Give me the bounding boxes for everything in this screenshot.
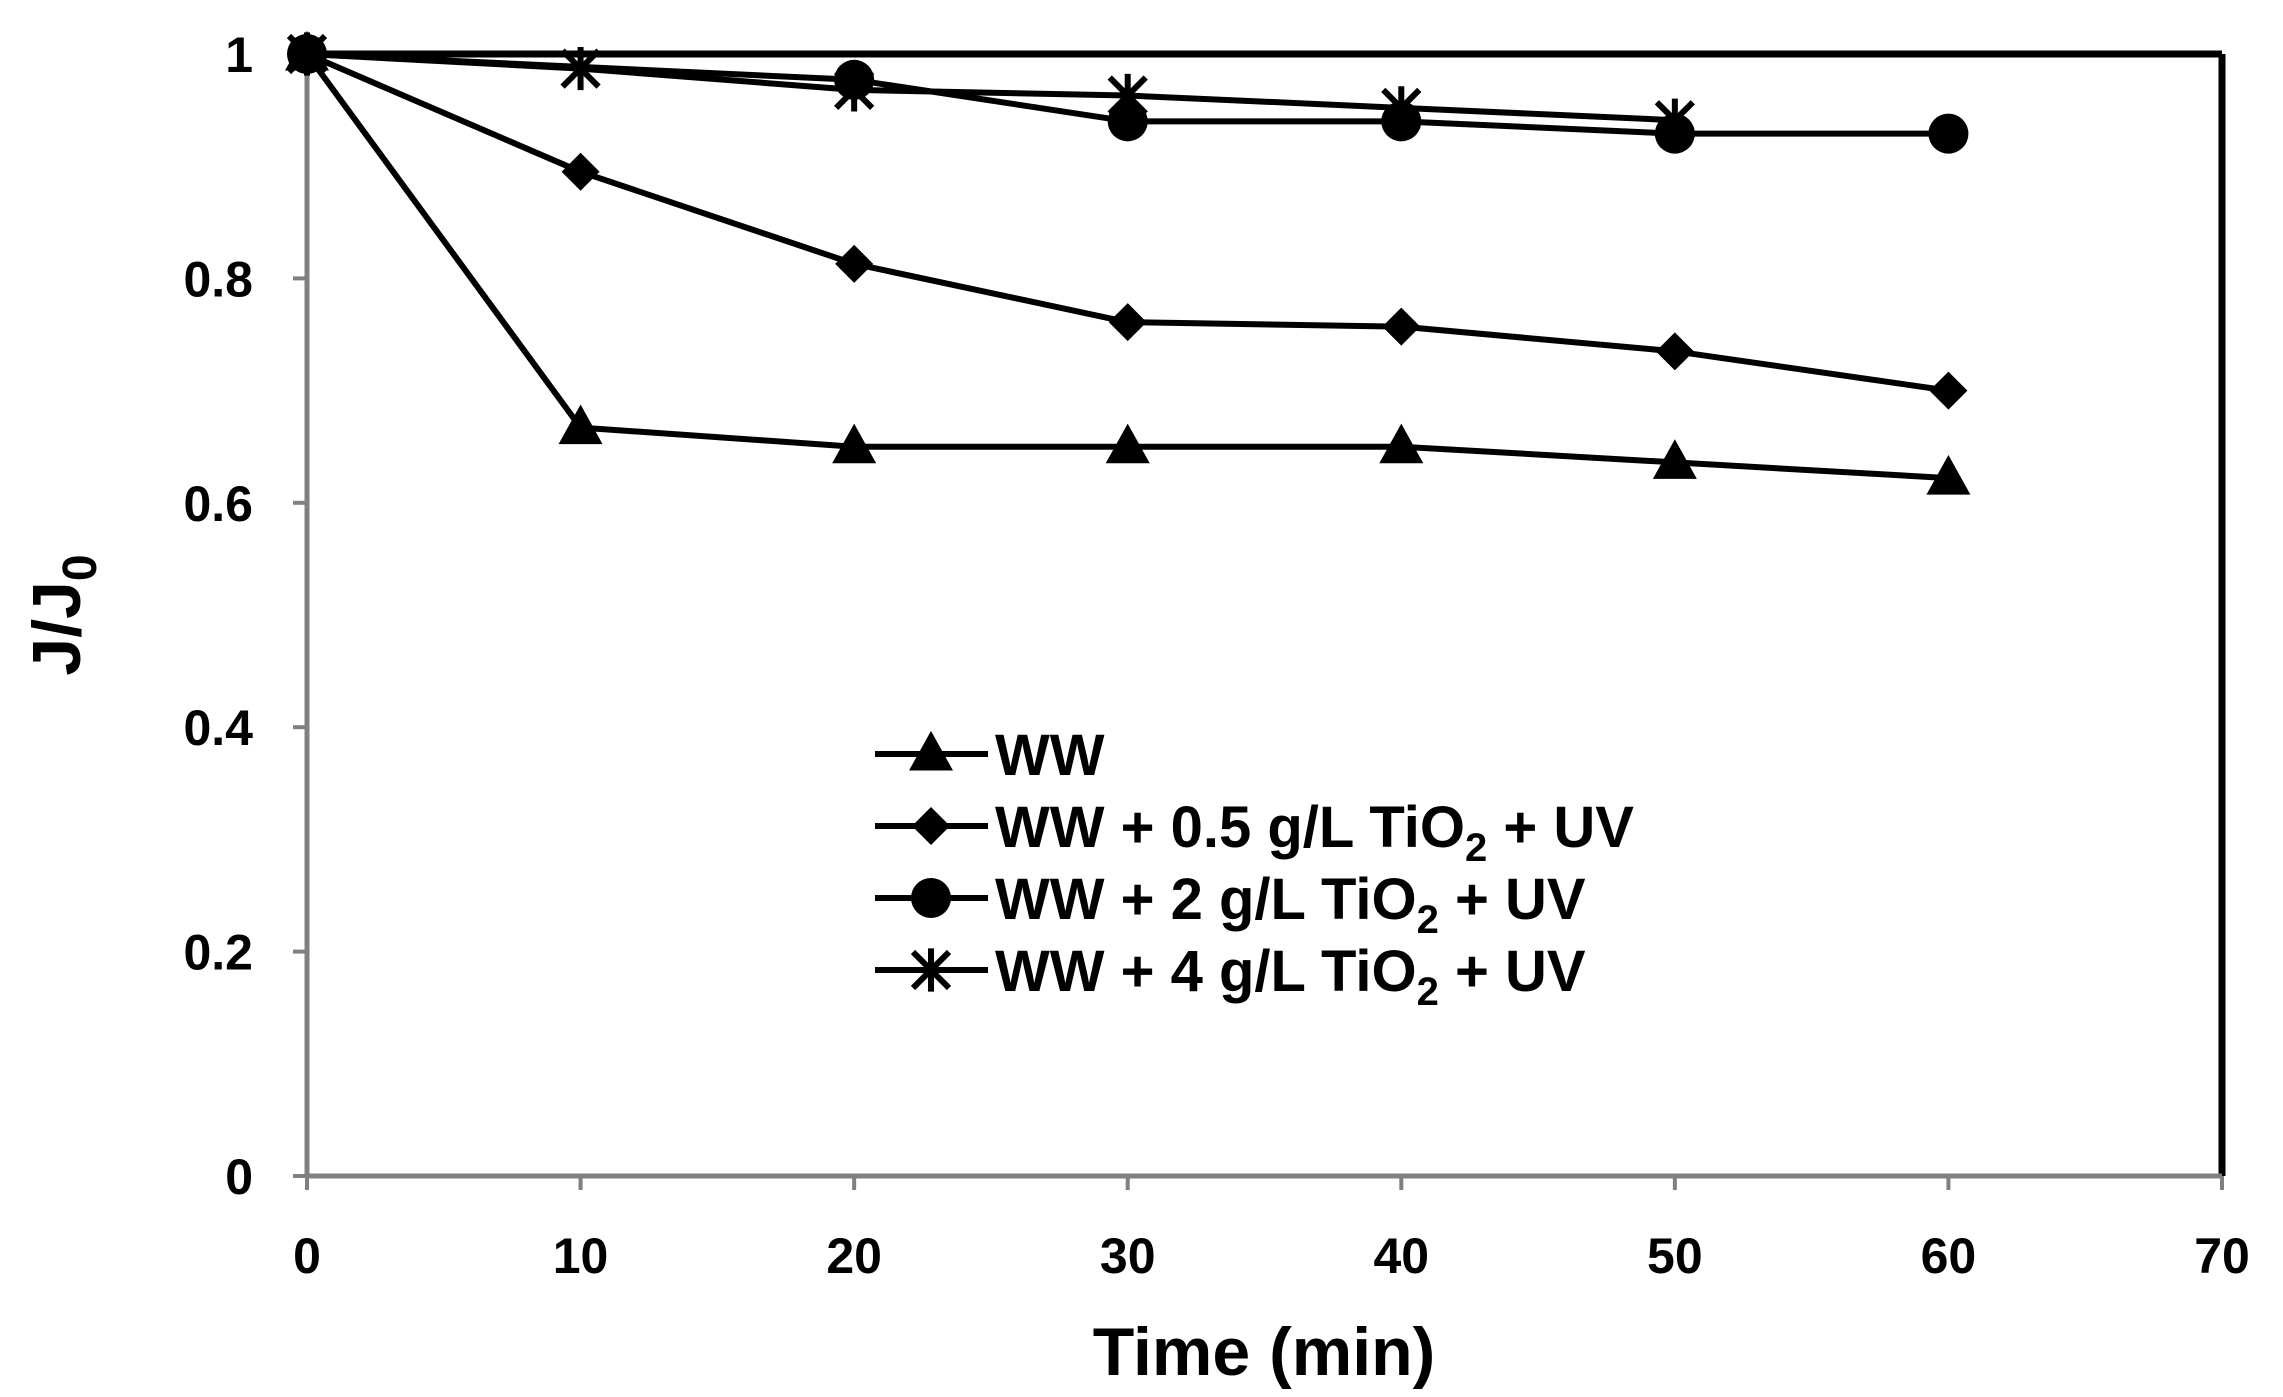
legend-item: WW [875, 723, 1105, 788]
y-axis-title-main: J/J [19, 581, 95, 676]
legend-label: WW + 2 g/L TiO2 + UV [995, 867, 1586, 942]
legend-label-suffix: + UV [1487, 795, 1634, 860]
series-diamond [288, 35, 1968, 410]
y-axis-ticks: 0 0.2 0.4 0.6 0.8 1 [183, 27, 307, 1205]
asterisk-marker [1654, 98, 1695, 142]
x-tick-label: 60 [1921, 1228, 1977, 1284]
diamond-marker [1108, 303, 1147, 342]
diamond-marker [1382, 307, 1421, 346]
y-tick-label: 0.6 [183, 476, 253, 532]
x-tick-label: 70 [2194, 1228, 2250, 1284]
x-axis-title: Time (min) [1093, 1314, 1436, 1390]
asterisk-marker [1107, 73, 1148, 118]
legend-label-suffix: + UV [1439, 939, 1586, 1004]
legend-label-subscript: 2 [1417, 898, 1439, 942]
series-line [306, 51, 1949, 137]
legend-label: WW [995, 723, 1105, 788]
legend-label-main: WW [995, 723, 1105, 788]
asterisk-marker [286, 32, 328, 76]
legend-label-main: WW + 4 g/L TiO [995, 939, 1417, 1004]
asterisk-marker [560, 46, 601, 91]
legend-label: WW + 4 g/L TiO2 + UV [995, 939, 1586, 1014]
legend-label-subscript: 2 [1417, 970, 1439, 1014]
series-line [306, 51, 1675, 124]
y-axis-title-text: J/J0 [19, 554, 107, 675]
legend-item: WW + 0.5 g/L TiO2 + UV [875, 795, 1634, 870]
triangle-marker [832, 423, 877, 464]
triangle-marker [909, 730, 953, 771]
diamond-marker [1929, 371, 1968, 410]
legend-item: WW + 2 g/L TiO2 + UV [875, 867, 1586, 942]
y-tick-label: 1 [225, 27, 253, 83]
diamond-marker [561, 152, 600, 191]
x-tick-label: 40 [1373, 1228, 1429, 1284]
x-tick-label: 20 [826, 1228, 882, 1284]
circle-marker [1928, 113, 1969, 154]
legend-label-suffix: + UV [1439, 867, 1586, 932]
triangle-marker [1652, 439, 1697, 479]
legend-label-main: WW + 2 g/L TiO [995, 867, 1417, 932]
legend-label: WW + 0.5 g/L TiO2 + UV [995, 795, 1634, 870]
series-triangle [285, 30, 1971, 495]
y-axis-title-subscript: 0 [54, 554, 107, 581]
asterisk-marker [1381, 86, 1422, 130]
circle-marker [1107, 101, 1148, 142]
legend-label-main: WW + 0.5 g/L TiO [995, 795, 1465, 860]
series-layer [285, 30, 1971, 495]
diamond-marker [835, 244, 874, 283]
x-axis-ticks: 0 10 20 30 40 50 60 70 [293, 1176, 2250, 1284]
legend-label-subscript: 2 [1465, 826, 1487, 870]
triangle-marker [1105, 423, 1150, 464]
asterisk-marker [910, 948, 952, 992]
y-axis-title: J/J0 [19, 554, 107, 675]
triangle-marker [558, 404, 603, 445]
x-tick-label: 30 [1100, 1228, 1156, 1284]
diamond-marker [1655, 332, 1694, 371]
x-tick-label: 10 [553, 1228, 609, 1284]
series-asterisk [286, 32, 1695, 142]
x-tick-label: 0 [293, 1228, 321, 1284]
triangle-marker [1379, 423, 1424, 464]
y-tick-label: 0.2 [183, 925, 253, 981]
triangle-marker [1926, 455, 1971, 495]
y-tick-label: 0.8 [183, 251, 253, 307]
x-tick-label: 50 [1647, 1228, 1703, 1284]
asterisk-marker [834, 68, 875, 112]
y-tick-label: 0 [225, 1149, 253, 1205]
circle-marker [911, 878, 951, 918]
y-tick-label: 0.4 [183, 700, 253, 756]
legend-item: WW + 4 g/L TiO2 + UV [875, 939, 1586, 1014]
plot-frame [304, 50, 2226, 1179]
diamond-marker [912, 807, 950, 845]
